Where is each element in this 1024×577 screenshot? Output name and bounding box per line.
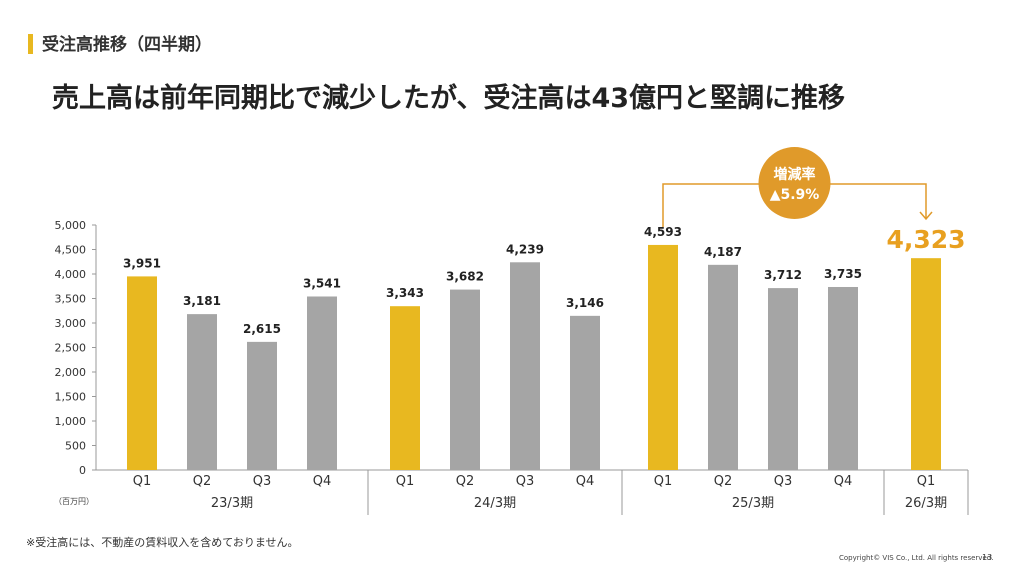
bar	[648, 244, 678, 470]
bar-value-label: 3,541	[303, 276, 341, 290]
group-label: 24/3期	[474, 496, 516, 511]
bar-value-label: 3,343	[386, 286, 424, 300]
page-headline: 売上高は前年同期比で減少したが、受注高は43億円と堅調に推移	[52, 83, 846, 114]
bar-value-label: 3,146	[566, 296, 604, 310]
y-tick-label: 2,500	[55, 342, 87, 355]
x-tick-label: Q2	[456, 474, 475, 489]
bar-value-label: 4,187	[704, 245, 742, 259]
bar-value-label: 4,323	[886, 225, 965, 254]
group-label: 26/3期	[905, 496, 947, 511]
y-tick-label: 2,000	[55, 366, 87, 379]
x-tick-label: Q4	[313, 474, 332, 489]
page-number: 13	[982, 553, 993, 562]
x-tick-label: Q1	[396, 474, 415, 489]
bar-value-label: 3,712	[764, 268, 802, 282]
y-tick-label: 3,500	[55, 293, 87, 306]
x-tick-label: Q3	[516, 474, 535, 489]
footnote: ※受注高には、不動産の賃料収入を含めておりません。	[26, 536, 299, 549]
y-tick-label: 4,500	[55, 244, 87, 257]
bar-value-label: 2,615	[243, 322, 281, 336]
y-tick-label: 1,000	[55, 415, 87, 428]
x-tick-label: Q4	[576, 474, 595, 489]
y-tick-label: 5,000	[55, 219, 87, 232]
y-tick-label: 500	[65, 440, 86, 453]
group-label: 25/3期	[732, 496, 774, 511]
section-title: 受注高推移（四半期）	[42, 35, 212, 55]
bar	[450, 289, 480, 470]
y-tick-label: 0	[79, 464, 86, 477]
x-tick-label: Q1	[654, 474, 673, 489]
bar-value-label: 3,735	[824, 267, 862, 281]
bar-value-label: 3,951	[123, 256, 161, 270]
bar-value-label: 3,682	[446, 270, 484, 284]
y-tick-label: 3,000	[55, 317, 87, 330]
bar-value-label: 4,593	[644, 225, 682, 239]
x-tick-label: Q2	[193, 474, 212, 489]
change-rate-value: ▲5.9%	[770, 187, 820, 203]
bar	[187, 314, 217, 470]
x-tick-label: Q3	[774, 474, 793, 489]
x-tick-label: Q2	[714, 474, 733, 489]
unit-label: （百万円）	[54, 497, 94, 506]
bar	[510, 262, 540, 470]
bar	[768, 288, 798, 470]
bar	[307, 296, 337, 470]
bar	[570, 315, 600, 470]
section-accent-bar	[28, 34, 33, 54]
bar	[911, 258, 941, 470]
bar	[247, 341, 277, 470]
x-tick-label: Q1	[133, 474, 152, 489]
x-tick-label: Q3	[253, 474, 272, 489]
y-tick-label: 1,500	[55, 391, 87, 404]
bar	[708, 264, 738, 470]
change-rate-badge	[758, 147, 831, 219]
copyright: Copyright© VIS Co., Ltd. All rights rese…	[839, 554, 994, 562]
change-rate-label: 増減率	[774, 166, 816, 183]
y-tick-label: 4,000	[55, 268, 87, 281]
x-tick-label: Q4	[834, 474, 853, 489]
group-label: 23/3期	[211, 496, 253, 511]
bar-value-label: 4,239	[506, 242, 544, 256]
bar-value-label: 3,181	[183, 294, 221, 308]
x-tick-label: Q1	[917, 474, 936, 489]
bar	[390, 306, 420, 470]
down-arrow-icon	[919, 211, 933, 221]
bar	[127, 276, 157, 470]
bar	[828, 286, 858, 470]
